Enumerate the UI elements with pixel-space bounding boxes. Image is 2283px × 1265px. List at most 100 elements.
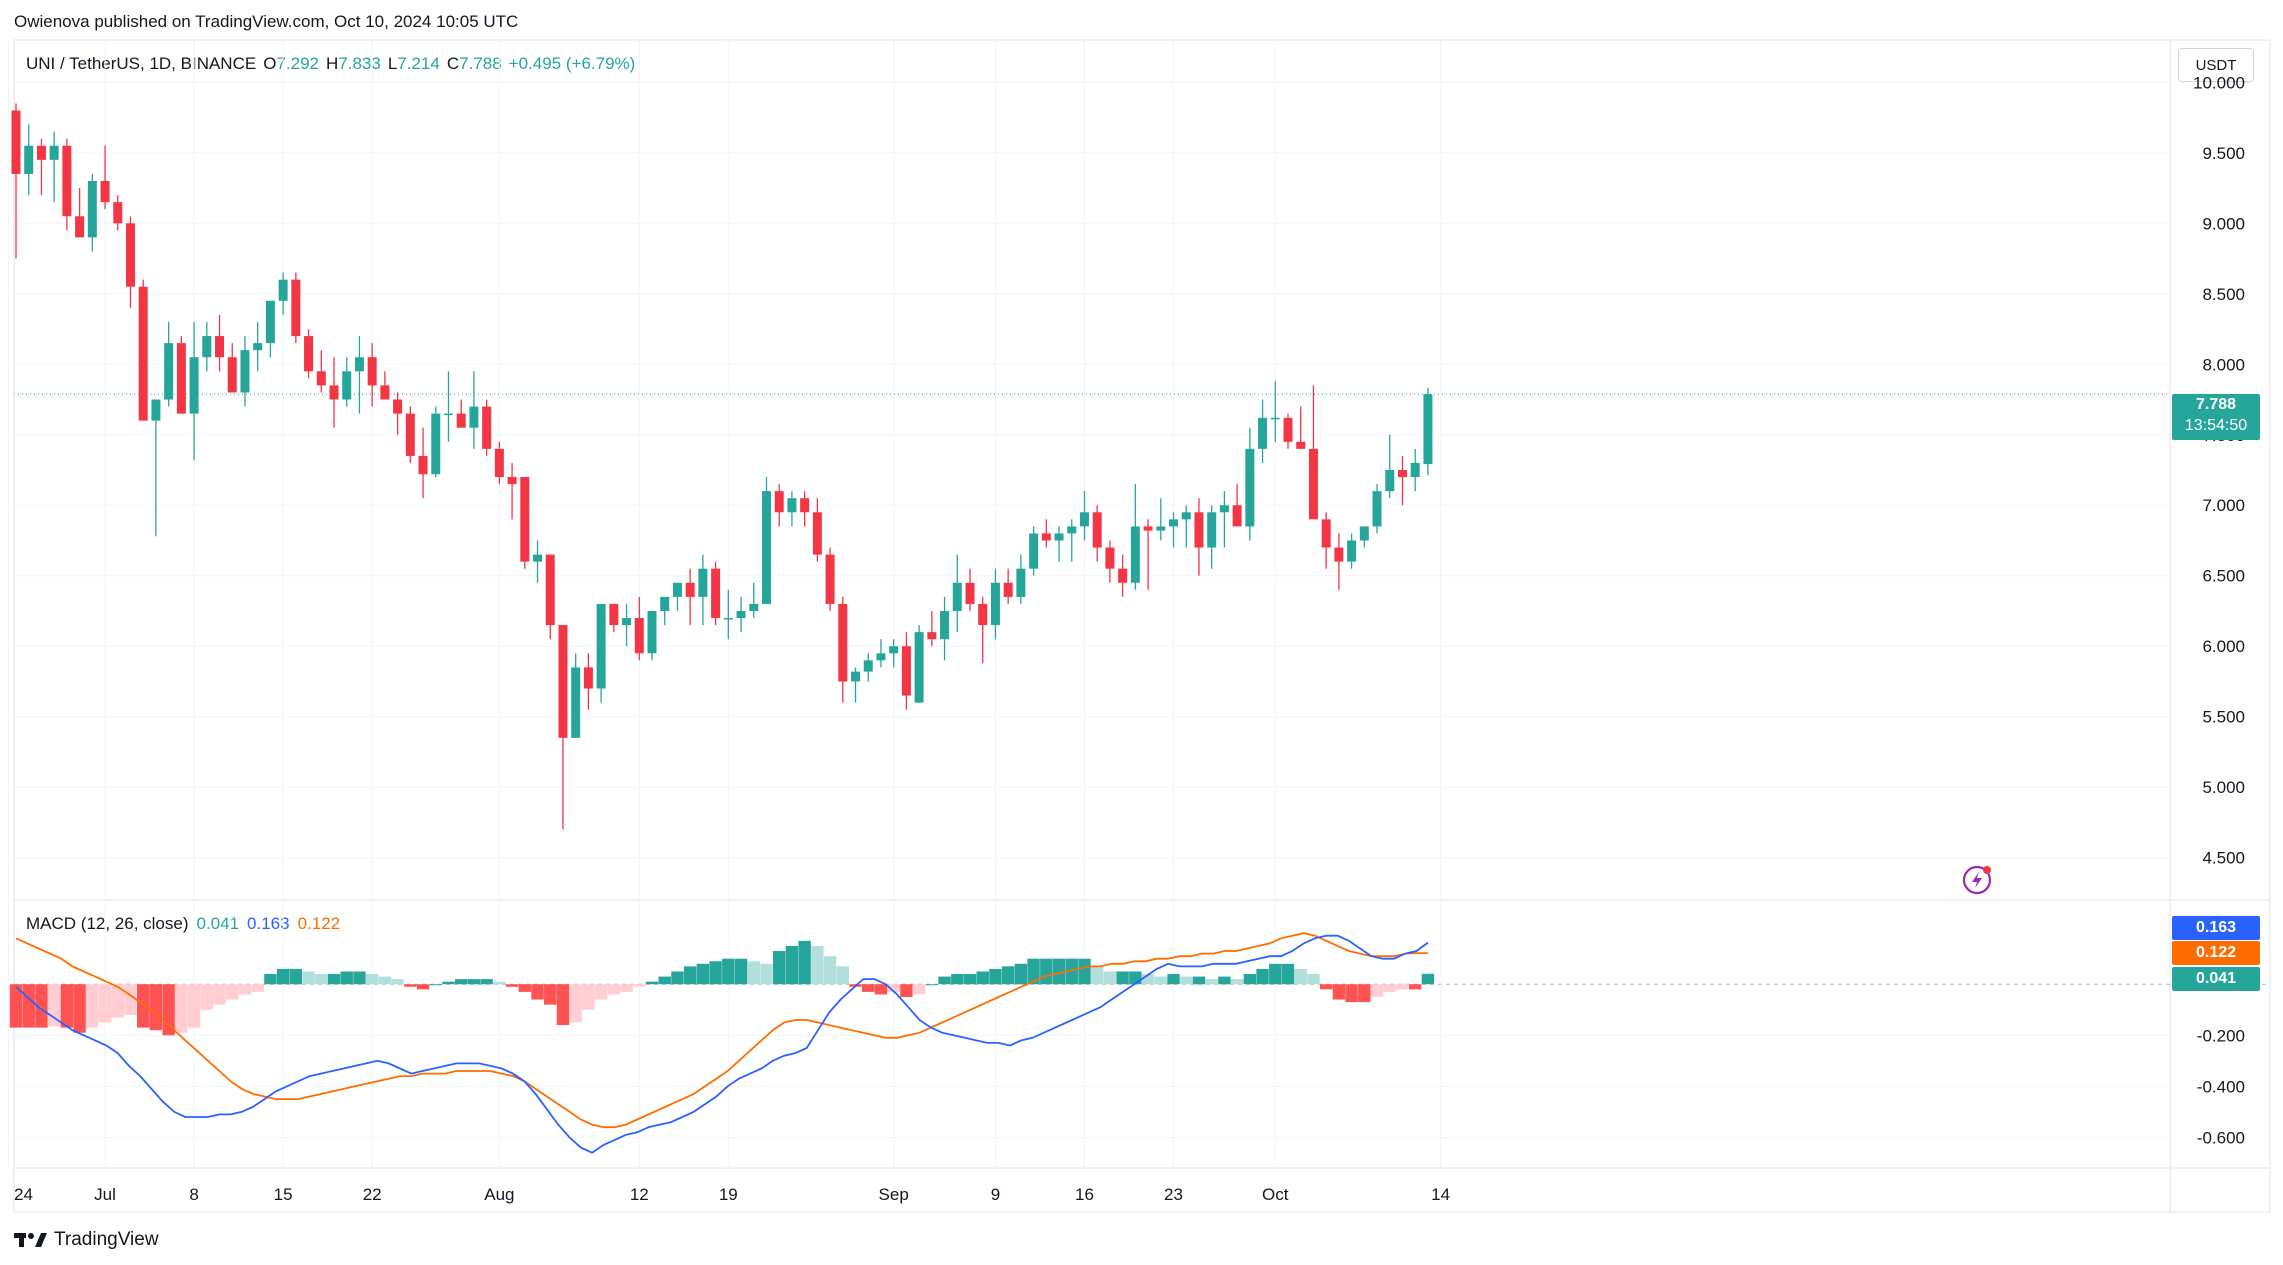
macd-hist-bar — [811, 945, 824, 985]
macd-hist-bar — [1345, 984, 1358, 1003]
candle-body — [1423, 394, 1433, 465]
candle-body — [647, 610, 657, 654]
candle-body — [571, 667, 581, 738]
macd-hist-bar — [226, 984, 239, 1000]
macd-hist-bar — [696, 963, 710, 985]
macd-hist-bar — [951, 974, 964, 985]
grid-layer — [7, 40, 2270, 1168]
macd-hist-bar — [773, 951, 786, 985]
candle-body — [761, 491, 771, 604]
candle-body — [1105, 547, 1115, 569]
time-tick-label: Jul — [94, 1185, 116, 1204]
macd-hist-bar — [505, 984, 519, 987]
candle-body — [1410, 462, 1420, 478]
macd-hist-bar — [276, 968, 290, 985]
symbol-title[interactable]: UNI / TetherUS, 1D, BINANCE — [26, 54, 257, 73]
macd-hist-bar — [416, 984, 430, 990]
open-value: 7.292 — [276, 54, 319, 73]
candle-body — [291, 279, 301, 337]
macd-hist-bar — [213, 984, 226, 1005]
macd-hist-bar — [645, 981, 659, 985]
brand-logo[interactable]: TradingView — [14, 1229, 159, 1251]
macd-hist-bar — [60, 984, 74, 1028]
candle-body — [533, 554, 543, 562]
lightning-icon[interactable] — [1962, 865, 1992, 895]
macd-title[interactable]: MACD (12, 26, close) — [26, 914, 189, 933]
candle-body — [800, 498, 810, 513]
candle-body — [520, 477, 530, 562]
candle-body — [418, 455, 428, 475]
macd-hist-bar — [1205, 979, 1218, 985]
macd-hist-bar — [111, 984, 124, 1018]
price-tick-label: 9.500 — [2202, 144, 2245, 163]
time-tick-label: 14 — [1431, 1185, 1450, 1204]
candle-body — [1283, 417, 1293, 442]
candle-body — [24, 145, 34, 174]
close-value: 7.788 — [459, 54, 502, 73]
candle-body — [342, 371, 352, 400]
published-caption: Owienova published on TradingView.com, O… — [14, 12, 519, 31]
macd-hist-bar — [391, 979, 404, 985]
candle-body — [545, 554, 555, 626]
candle-body — [329, 385, 339, 400]
signal-line — [15, 932, 1428, 1129]
macd-hist-bar — [1103, 971, 1117, 985]
macd-hist-bar — [327, 974, 341, 985]
price-tick-label: 8.000 — [2202, 355, 2245, 374]
candle-body — [1092, 512, 1102, 548]
macd-legend: MACD (12, 26, close) 0.041 0.163 0.122 — [26, 914, 340, 934]
candle-body — [990, 582, 1000, 626]
macd-tick-label: -0.600 — [2197, 1128, 2245, 1147]
macd-hist-bar — [683, 966, 697, 985]
macd-tick-label: -0.400 — [2197, 1077, 2245, 1096]
candle-body — [787, 498, 797, 513]
candle-body — [863, 660, 873, 672]
symbol-legend: UNI / TetherUS, 1D, BINANCE O7.292 H7.83… — [26, 54, 635, 74]
candle-body — [609, 603, 619, 626]
time-tick-label: Aug — [484, 1185, 514, 1204]
candle-body — [176, 343, 186, 414]
candle-body — [851, 671, 861, 682]
candle-body — [304, 336, 314, 372]
macd-tick-label: -0.200 — [2197, 1026, 2245, 1045]
candle-body — [1308, 448, 1318, 520]
candle-body — [1029, 533, 1039, 569]
currency-button[interactable]: USDT — [2178, 48, 2254, 82]
macd-hist-bar — [1358, 984, 1371, 1003]
price-tick-label: 7.000 — [2202, 496, 2245, 515]
macd-hist-bar — [518, 984, 531, 992]
macd-hist-bar — [1218, 976, 1231, 985]
macd-hist-bar — [1370, 984, 1384, 997]
macd-hist-bar — [1001, 966, 1015, 985]
macd-hist-bar — [302, 971, 315, 985]
candle-body — [876, 653, 886, 661]
signal-tag: 0.122 — [2172, 941, 2260, 965]
candle-body — [1067, 526, 1077, 534]
candle-body — [151, 399, 161, 421]
macd-hist-bar — [1141, 974, 1155, 985]
open-label: O — [263, 54, 277, 73]
high-value: 7.833 — [338, 54, 381, 73]
macd-hist-bar — [607, 984, 621, 995]
price-tick-label: 6.000 — [2202, 637, 2245, 656]
candle-body — [1118, 568, 1128, 583]
macd-hist-bar — [671, 971, 684, 985]
macd-hist-bar — [785, 945, 799, 985]
macd-hist-bar — [365, 974, 379, 985]
countdown-value: 13:54:50 — [2184, 417, 2248, 434]
candle-body — [1397, 470, 1407, 478]
candle-body — [113, 202, 123, 224]
macd-line-value: 0.163 — [247, 914, 290, 933]
candle-body — [622, 618, 632, 626]
macd-hist-bar — [620, 984, 633, 992]
price-tick-label: 10.000 — [2193, 73, 2245, 92]
macd-hist-bar — [1065, 958, 1078, 985]
macd-hist-bar — [98, 984, 112, 1023]
candle-body — [393, 399, 403, 414]
candle-body — [380, 385, 390, 400]
macd-hist-bar — [1091, 966, 1104, 985]
macd-hist-bar — [1040, 958, 1053, 985]
macd-hist-bar — [1281, 963, 1295, 985]
